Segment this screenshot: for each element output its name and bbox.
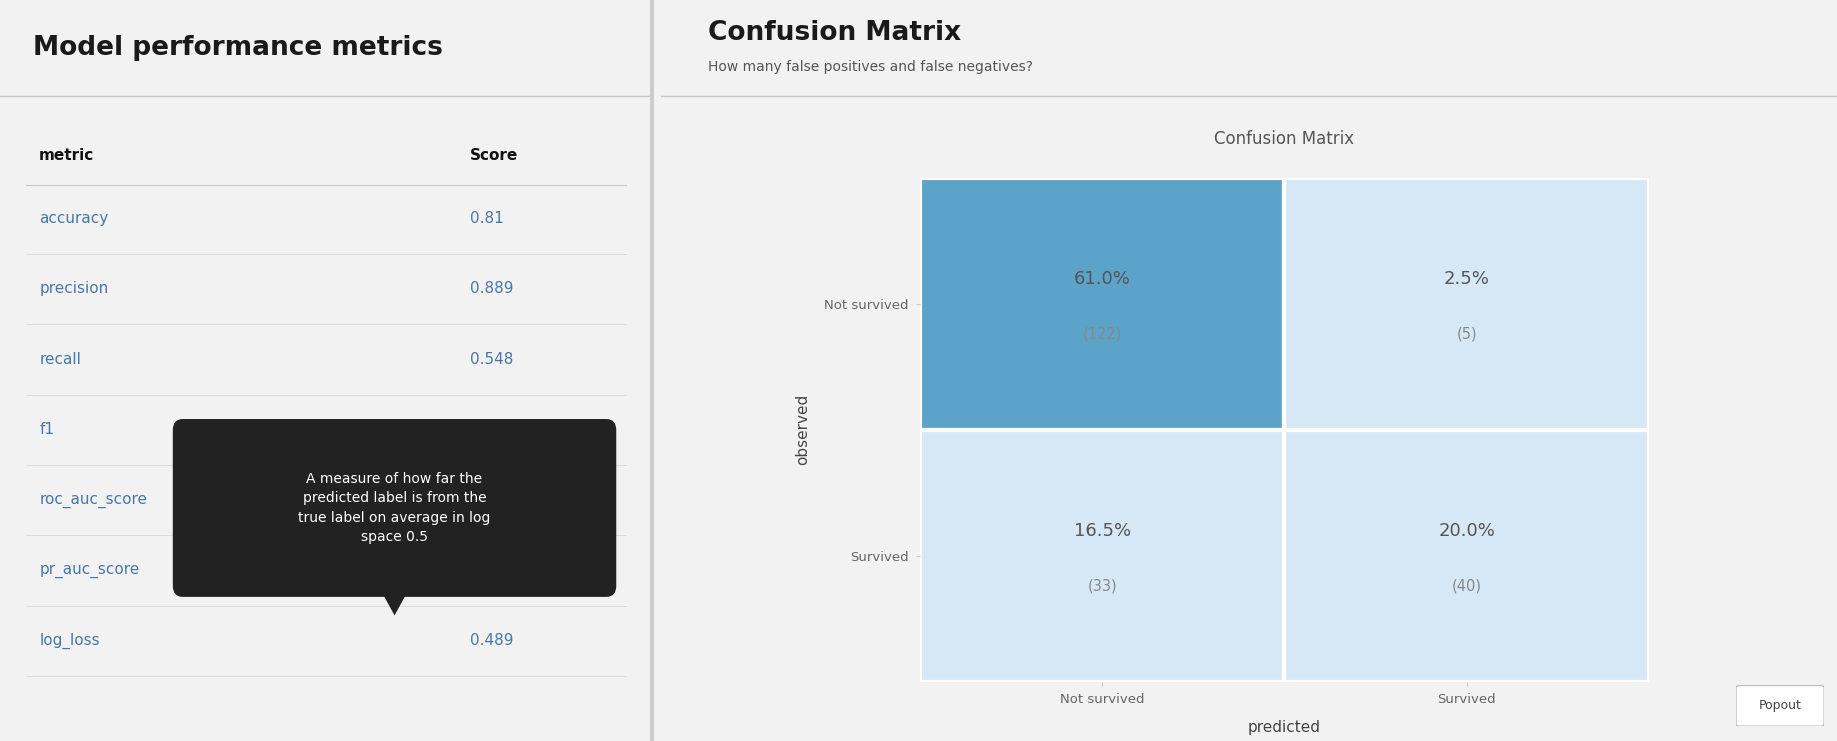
Text: 0.678: 0.678 — [470, 422, 513, 437]
Text: Confusion Matrix: Confusion Matrix — [709, 20, 961, 47]
Text: 0.884: 0.884 — [470, 493, 513, 508]
Text: 0.489: 0.489 — [470, 634, 513, 648]
Text: 0.828: 0.828 — [470, 563, 513, 578]
Text: How many false positives and false negatives?: How many false positives and false negat… — [709, 60, 1034, 73]
FancyBboxPatch shape — [1736, 685, 1824, 726]
Text: log_loss: log_loss — [39, 633, 99, 649]
Bar — [661, 0, 1837, 96]
Text: Confusion Matrix: Confusion Matrix — [1214, 130, 1354, 148]
Text: Popout: Popout — [1758, 700, 1802, 712]
Text: pr_auc_score: pr_auc_score — [39, 563, 140, 578]
Text: precision: precision — [39, 282, 108, 296]
FancyBboxPatch shape — [173, 419, 615, 597]
Text: 0.548: 0.548 — [470, 352, 513, 367]
Text: Score: Score — [470, 148, 518, 163]
Text: A measure of how far the
predicted label is from the
true label on average in lo: A measure of how far the predicted label… — [298, 472, 490, 544]
Text: accuracy: accuracy — [39, 211, 108, 226]
Polygon shape — [378, 586, 411, 615]
Text: metric: metric — [39, 148, 94, 163]
Text: f1: f1 — [39, 422, 53, 437]
Text: roc_auc_score: roc_auc_score — [39, 493, 147, 508]
Text: recall: recall — [39, 352, 81, 367]
Text: 0.889: 0.889 — [470, 282, 513, 296]
Text: 0.81: 0.81 — [470, 211, 503, 226]
Text: Model performance metrics: Model performance metrics — [33, 35, 443, 62]
Bar — [0, 0, 652, 96]
